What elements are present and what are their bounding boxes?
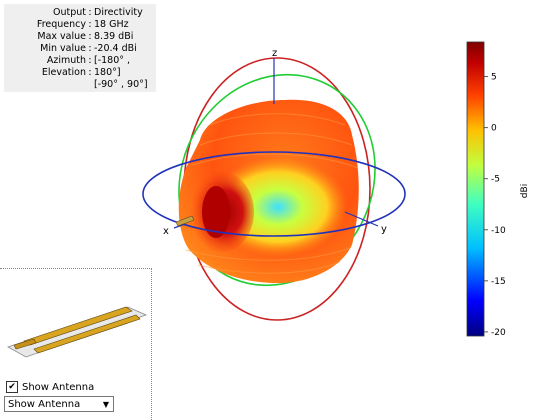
antenna-feed bbox=[13, 338, 37, 350]
info-value: 8.39 dBi bbox=[94, 31, 134, 42]
ridge bbox=[197, 261, 341, 274]
show-antenna-checkbox-row[interactable]: ✔ Show Antenna bbox=[6, 381, 94, 393]
antenna-patch-lower bbox=[33, 314, 141, 354]
info-key: Max value bbox=[37, 31, 86, 42]
x-axis-label: x bbox=[163, 226, 169, 237]
ridge bbox=[209, 113, 346, 126]
show-antenna-label: Show Antenna bbox=[22, 381, 95, 393]
radiation-pattern-plot[interactable]: z x y bbox=[0, 0, 455, 330]
chevron-down-icon[interactable]: ▼ bbox=[102, 399, 110, 409]
colorbar: 5 0 -5 -10 -15 -20 dBi bbox=[466, 41, 530, 338]
info-value: -20.4 dBi bbox=[94, 43, 137, 54]
ridge bbox=[185, 247, 351, 261]
colorbar-label: dBi bbox=[520, 184, 530, 198]
colorbar-ticks: 5 0 -5 -10 -15 -20 bbox=[484, 73, 506, 338]
info-row-min: Min value: -20.4 dBi bbox=[4, 43, 156, 55]
y-axis bbox=[344, 211, 379, 227]
colorbar-tick-label: -20 bbox=[491, 328, 506, 338]
info-row-elevation-range: [-90° , 90°] bbox=[4, 79, 156, 91]
blue-great-circle bbox=[142, 151, 406, 237]
info-key: Elevation bbox=[41, 67, 86, 78]
colorbar-tick-label: 5 bbox=[491, 73, 497, 83]
info-row-frequency: Frequency:18 GHz bbox=[4, 19, 156, 31]
y-axis-label: y bbox=[381, 224, 387, 235]
show-antenna-checkbox[interactable]: ✔ bbox=[6, 381, 18, 393]
info-row-elevation: Elevation:180°] bbox=[4, 67, 156, 79]
ridge bbox=[191, 153, 359, 169]
colorbar-gradient bbox=[466, 41, 485, 337]
view-mode-select[interactable]: Show Antenna ▼ bbox=[4, 396, 114, 412]
green-great-circle bbox=[178, 73, 376, 287]
antenna-preview bbox=[7, 306, 148, 358]
info-key: Frequency bbox=[36, 19, 86, 30]
ridge bbox=[199, 132, 353, 146]
info-row-azimuth: Azimuth: [-180° , bbox=[4, 55, 156, 67]
info-value: Directivity bbox=[94, 7, 143, 18]
info-value: 180°] bbox=[94, 67, 121, 78]
info-row-output: Output: Directivity bbox=[4, 7, 156, 19]
info-row-max: Max value:8.39 dBi bbox=[4, 31, 156, 43]
view-mode-value: Show Antenna bbox=[8, 398, 81, 410]
info-panel: Output: Directivity Frequency:18 GHz Max … bbox=[4, 4, 156, 92]
antenna-at-origin bbox=[175, 215, 195, 227]
info-key: Azimuth bbox=[46, 55, 86, 66]
info-key: Min value bbox=[40, 43, 86, 54]
z-axis-label: z bbox=[272, 48, 277, 59]
pattern-surface bbox=[178, 99, 359, 284]
info-value: 18 GHz bbox=[94, 19, 129, 30]
x-axis bbox=[173, 223, 186, 229]
origin-antenna-shape bbox=[175, 215, 195, 227]
info-value: [-90° , 90°] bbox=[94, 79, 148, 90]
antenna-substrate bbox=[7, 306, 148, 358]
antenna-preview-panel bbox=[0, 268, 152, 420]
pattern-lobe-core bbox=[202, 186, 230, 238]
colorbar-tick-label: 0 bbox=[491, 124, 497, 134]
pattern-ridges bbox=[185, 113, 359, 274]
colorbar-tick-label: -5 bbox=[491, 175, 500, 185]
axes bbox=[173, 58, 379, 229]
info-key: Output bbox=[53, 7, 86, 18]
info-value: [-180° , bbox=[94, 55, 131, 66]
colorbar-tick-label: -10 bbox=[491, 226, 506, 236]
colorbar-tick-label: -15 bbox=[491, 277, 506, 287]
